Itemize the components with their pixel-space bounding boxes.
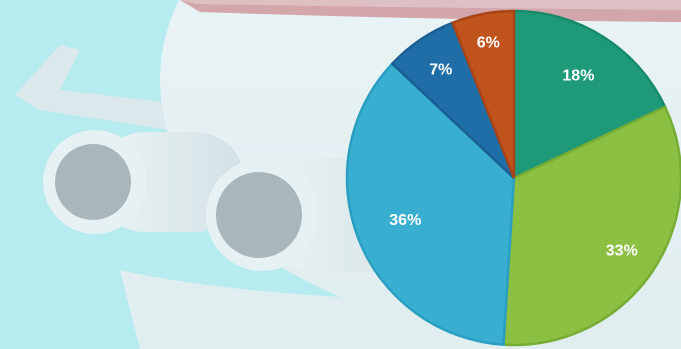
pie-slice-label-36: 36% xyxy=(389,212,421,229)
engine-right-intake xyxy=(216,172,302,258)
pie-slice-label-18: 18% xyxy=(562,68,594,85)
engine-left-intake xyxy=(55,144,131,220)
pie-slice-label-7: 7% xyxy=(429,61,452,78)
pie-slice-36 xyxy=(345,61,516,346)
pie-slice-label-33: 33% xyxy=(606,242,638,259)
pie-slice-18 xyxy=(512,9,667,180)
pie-slice-6 xyxy=(450,9,516,179)
pie-labels: 18% 33% 36% 7% 6% xyxy=(389,35,637,260)
airplane-stripe-inner xyxy=(180,0,681,10)
pie-slice-label-6: 6% xyxy=(477,35,500,52)
pie-slice-33 xyxy=(502,105,681,347)
pie-chart xyxy=(345,9,681,347)
